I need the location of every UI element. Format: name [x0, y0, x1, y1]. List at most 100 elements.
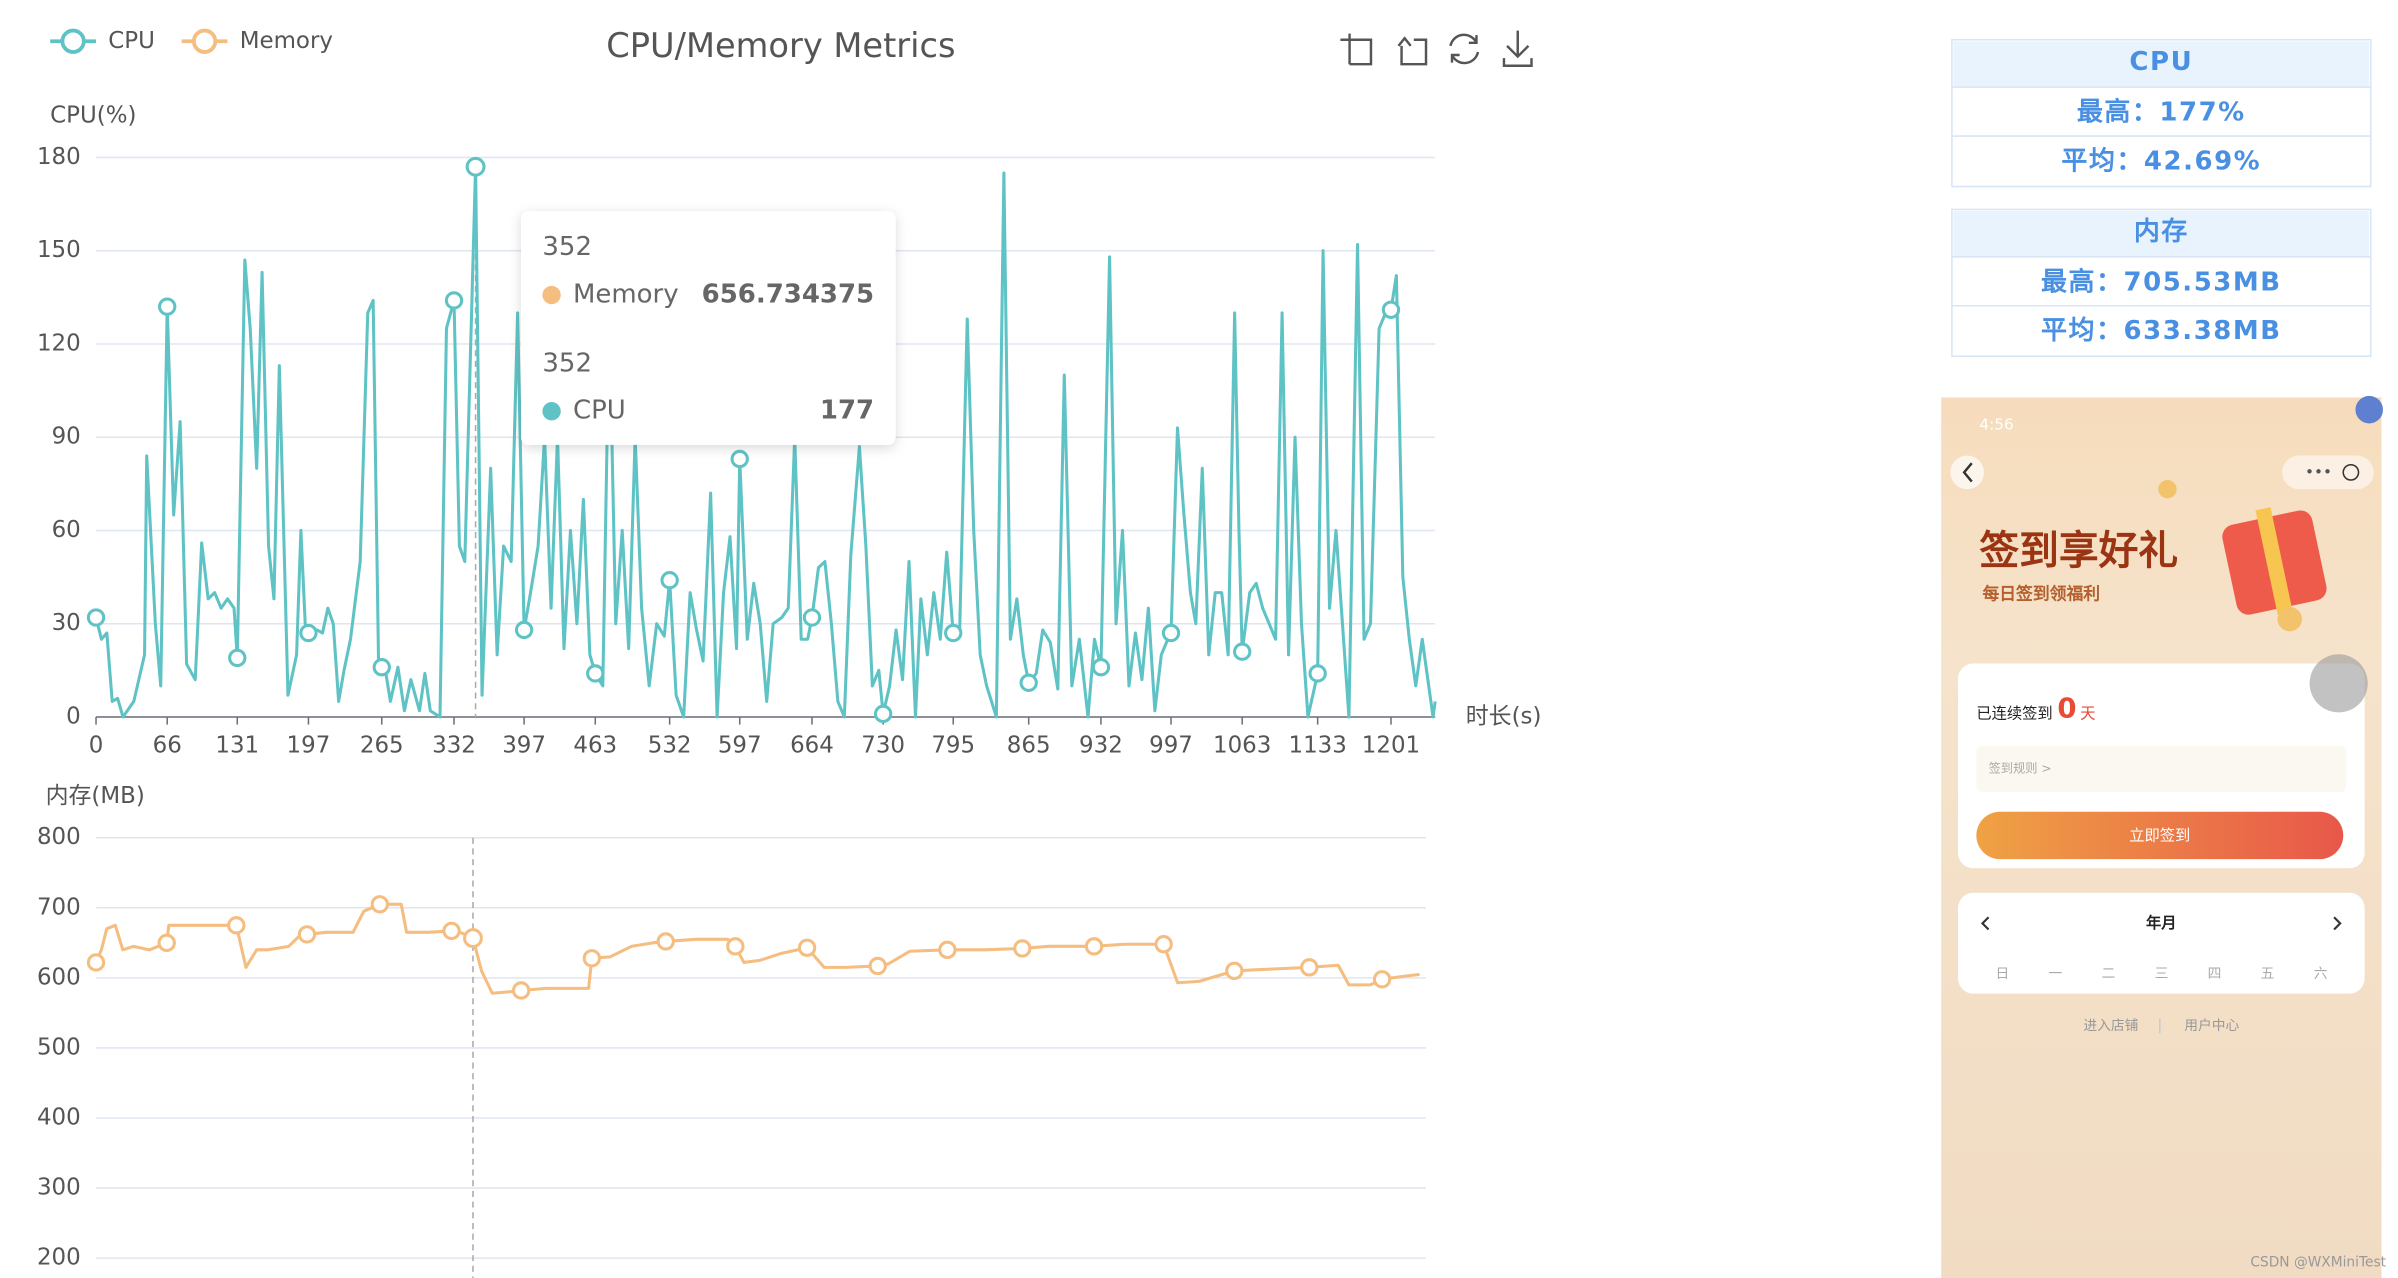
footer-link[interactable]: 进入店铺: [2083, 1018, 2138, 1034]
legend-icon: [191, 28, 218, 54]
data-point: [660, 571, 679, 590]
data-point: [1233, 642, 1252, 661]
x-axis-title: 时长(s): [1466, 703, 1542, 729]
data-point: [730, 449, 749, 469]
restore-button[interactable]: [1449, 33, 1480, 65]
y-tick-label: 600: [37, 964, 81, 990]
phone-screenshot: 4:56 ••• 签到享好礼 每日签到领福利 已连续签到 0 天 签到规则 > …: [1941, 395, 2383, 1278]
data-point: [582, 949, 602, 968]
y-tick-label: 500: [37, 1034, 81, 1060]
y-axis-title: CPU(%): [50, 103, 136, 129]
legend-label[interactable]: Memory: [240, 28, 333, 54]
back-icon: [1962, 462, 1973, 483]
y-tick-label: 800: [37, 824, 81, 850]
stats-header: [1953, 210, 2370, 257]
zoom-button[interactable]: [1340, 33, 1373, 66]
y-tick-label: 180: [37, 144, 81, 170]
data-point: [938, 940, 957, 960]
x-tick-label: 1133: [1288, 733, 1346, 759]
stats-title: CPU: [2129, 47, 2193, 77]
stats-max: 最高：705.53MB: [2041, 266, 2282, 297]
status-time: 4:56: [1979, 415, 2013, 433]
data-point: [1154, 935, 1173, 954]
y-tick-label: 0: [66, 703, 81, 729]
data-point: [86, 608, 106, 627]
x-tick-label: 397: [502, 733, 546, 759]
data-point: [1308, 664, 1327, 683]
y-tick-label: 60: [52, 517, 81, 543]
streak-unit: 天: [2080, 704, 2095, 722]
calendar-arrows[interactable]: [1980, 916, 2342, 931]
data-point: [944, 623, 963, 643]
data-point: [158, 297, 177, 316]
x-tick-label: 463: [573, 733, 617, 759]
data-point: [1161, 623, 1181, 643]
y-tick-label: 700: [37, 894, 81, 920]
y-tick-label: 30: [52, 610, 81, 636]
weekday: 一: [2048, 966, 2062, 982]
x-tick-label: 597: [718, 733, 762, 759]
weekday: 五: [2261, 966, 2275, 982]
x-tick-label: 997: [1149, 733, 1193, 759]
zoom-reset-button[interactable]: [1397, 36, 1428, 66]
x-tick-label: 1201: [1362, 733, 1420, 759]
charts: CPU(%) 0 30 60 90 120 150 180 0 66 131 197 265 332 397…: [37, 103, 1541, 1278]
data-point: [86, 953, 106, 972]
y-tick-label: 200: [37, 1245, 81, 1271]
download-button[interactable]: [1502, 30, 1533, 67]
rules-box[interactable]: [1976, 746, 2347, 792]
data-point: [726, 937, 745, 956]
corner-dot: [2355, 395, 2383, 424]
coin: [2158, 480, 2177, 499]
legend[interactable]: CPU Memory: [50, 28, 333, 54]
tooltip-header: 352: [542, 348, 592, 378]
data-point: [444, 291, 464, 310]
data-point: [802, 608, 822, 627]
back-button[interactable]: [1950, 455, 1984, 490]
weekday: 三: [2155, 966, 2169, 982]
x-tick-label: 0: [89, 733, 104, 759]
x-tick-label: 197: [287, 733, 331, 759]
x-tick-label: 664: [790, 733, 834, 759]
stats-max: 最高：177%: [2077, 97, 2246, 128]
data-point: [227, 916, 246, 935]
x-tick-label: 532: [648, 733, 692, 759]
series-line: [94, 902, 1420, 995]
x-tick-label: 265: [360, 733, 404, 759]
y-tick-label: 300: [37, 1175, 81, 1201]
data-point: [656, 932, 675, 951]
data-point: [442, 921, 461, 941]
capsule-icon: [2342, 463, 2360, 481]
sign-button[interactable]: [1976, 811, 2344, 860]
data-point: [873, 704, 893, 724]
data-point: [511, 981, 531, 1000]
tooltip: 352 Memory 656.734375 352 CPU 177: [521, 210, 896, 445]
chart-title: CPU/Memory Metrics: [606, 26, 955, 65]
legend-label[interactable]: CPU: [108, 28, 155, 54]
data-point: [370, 895, 389, 914]
stats-title: 内存: [2134, 217, 2189, 247]
footer-link[interactable]: 用户中心: [2184, 1017, 2239, 1034]
x-tick-label: 795: [931, 733, 975, 759]
data-point: [157, 933, 176, 953]
data-point: [372, 658, 391, 677]
data-point: [465, 156, 486, 177]
gift-ribbon: [2255, 507, 2293, 615]
data-point: [228, 648, 247, 668]
calendar-title: 年月: [2146, 914, 2177, 932]
sign-button-label[interactable]: 立即签到: [2129, 827, 2190, 845]
weekday: 六: [2314, 966, 2328, 982]
rules-link[interactable]: 签到规则 >: [1989, 760, 2052, 775]
capsule-icon: •••: [2305, 463, 2332, 481]
y-tick-label: 150: [37, 237, 81, 263]
y-axis-title: 内存(MB): [46, 783, 145, 809]
streak-label: 已连续签到: [1976, 704, 2052, 722]
legend-icon: [60, 28, 86, 54]
tooltip-dot: [542, 285, 561, 305]
floating-button[interactable]: [2309, 654, 2368, 713]
x-tick-label: 66: [153, 733, 182, 759]
tooltip-series: Memory: [573, 280, 679, 310]
tooltip-dot: [542, 402, 561, 421]
watermark: CSDN @WXMiniTest: [2250, 1255, 2386, 1271]
data-point: [1300, 958, 1319, 977]
